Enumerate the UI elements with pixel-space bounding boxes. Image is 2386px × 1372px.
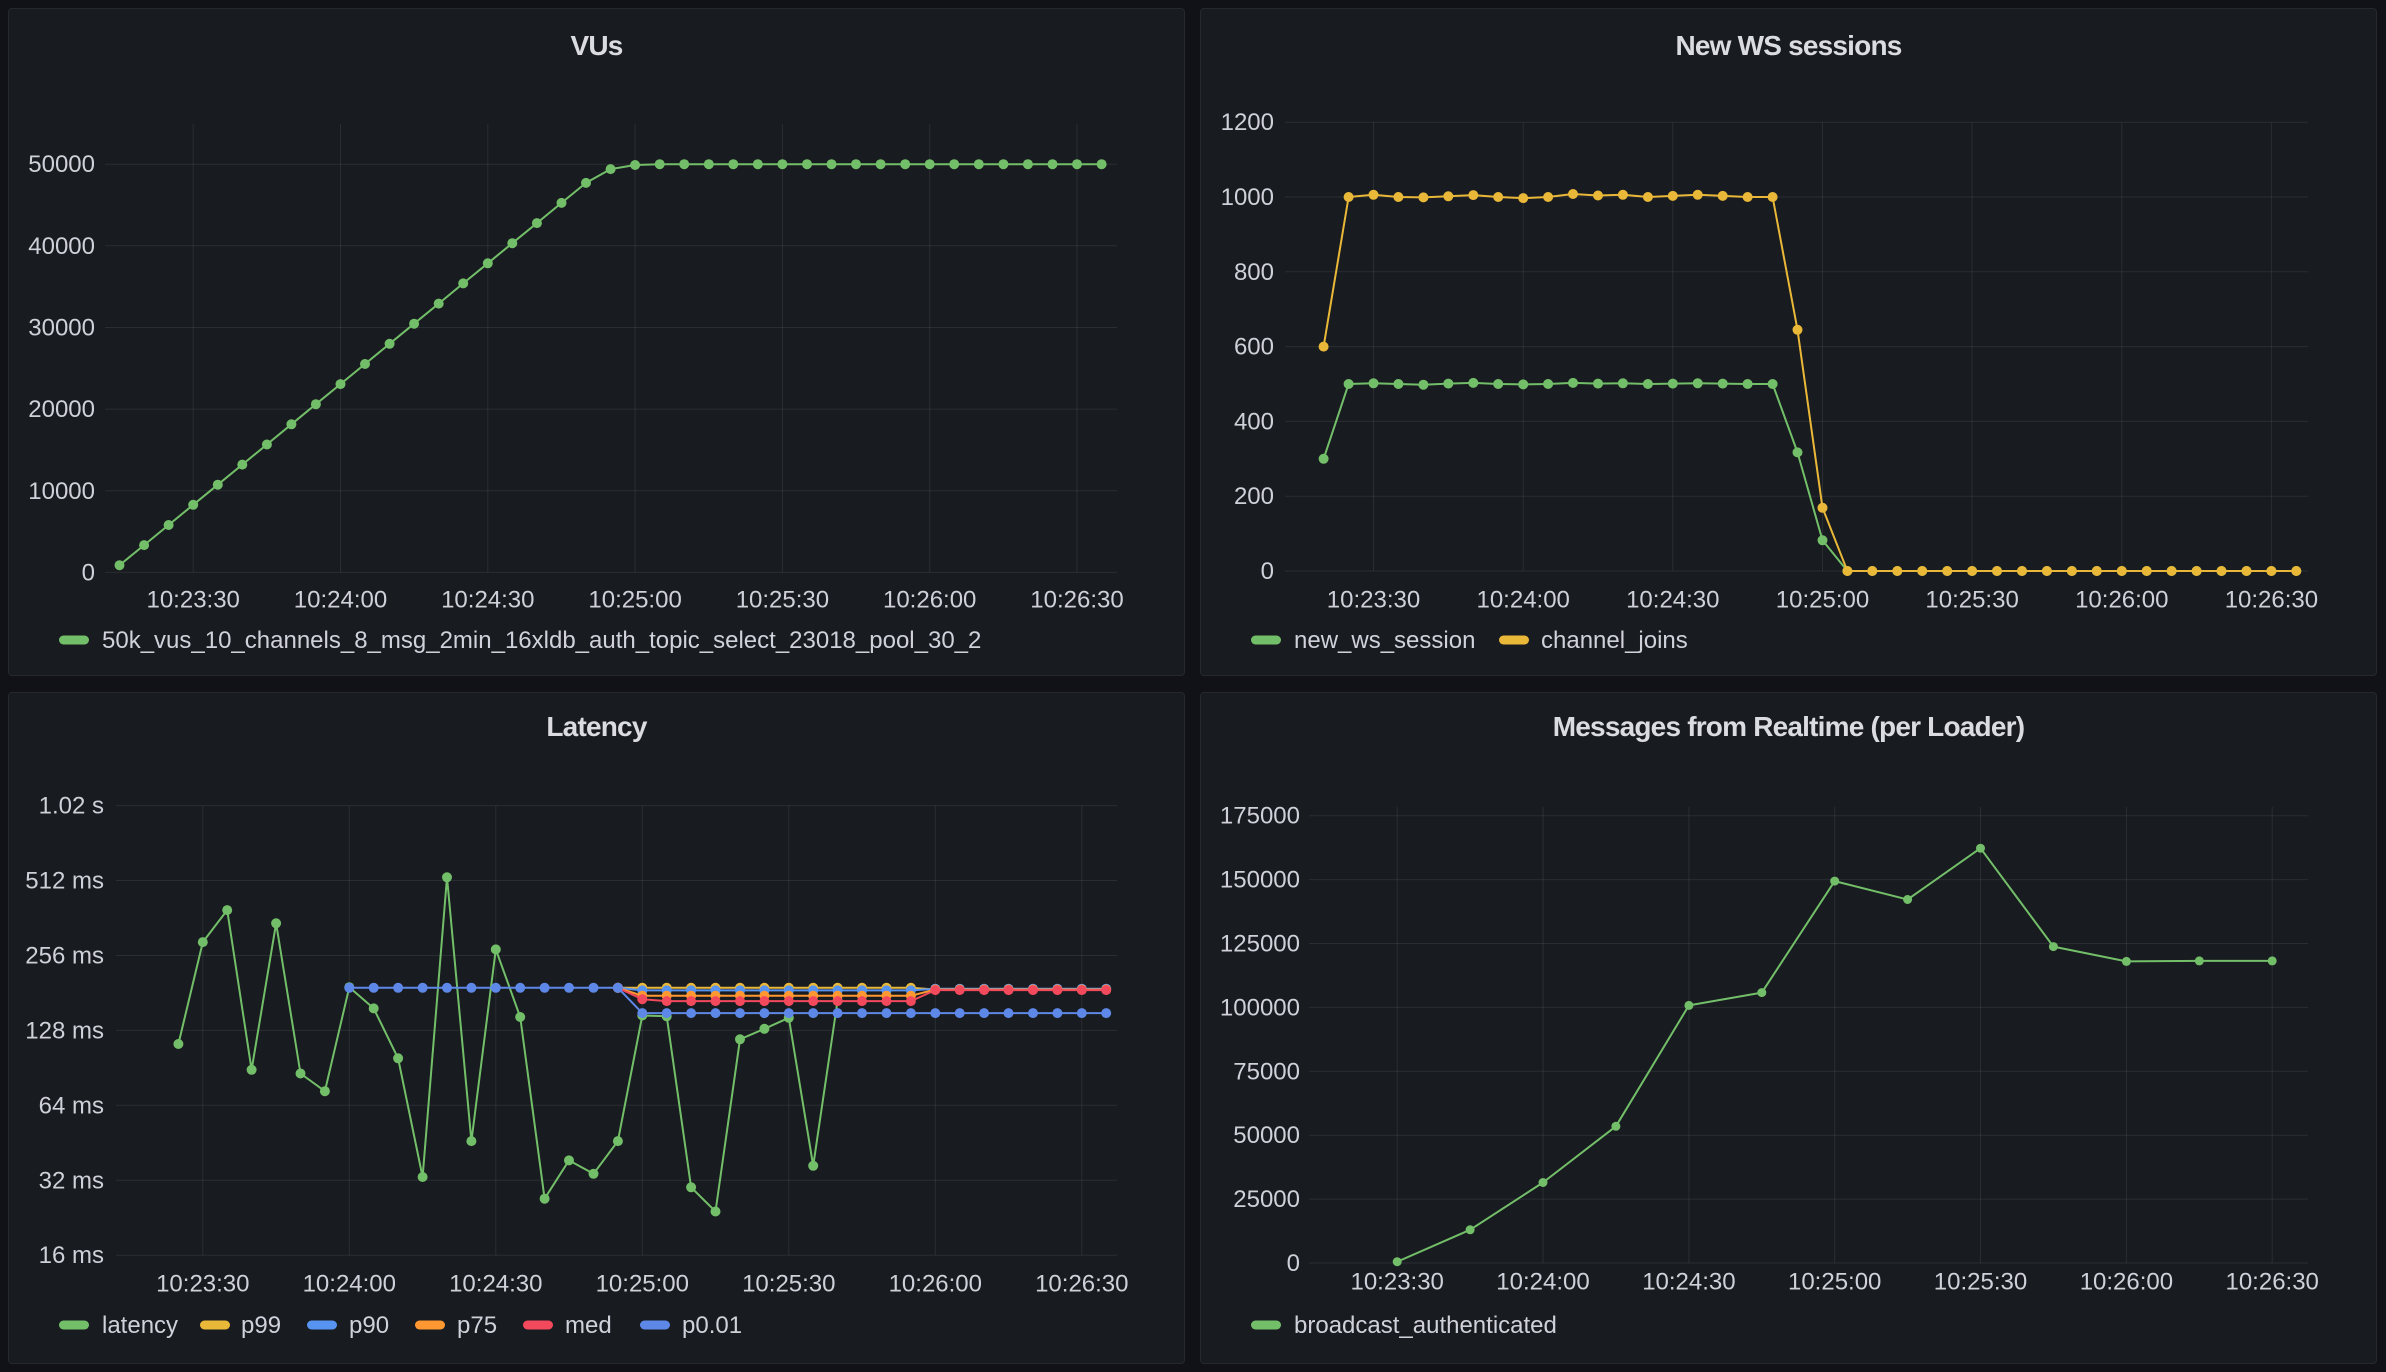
svg-text:p0.01: p0.01 bbox=[682, 1312, 742, 1339]
svg-text:10:24:30: 10:24:30 bbox=[449, 1271, 542, 1298]
svg-text:10:24:00: 10:24:00 bbox=[294, 587, 387, 614]
svg-text:0: 0 bbox=[1261, 558, 1274, 585]
svg-text:broadcast_authenticated: broadcast_authenticated bbox=[1294, 1312, 1557, 1339]
svg-text:64 ms: 64 ms bbox=[39, 1092, 104, 1119]
svg-text:600: 600 bbox=[1234, 334, 1274, 361]
svg-text:med: med bbox=[565, 1312, 612, 1339]
svg-text:100000: 100000 bbox=[1220, 994, 1300, 1021]
svg-text:10:24:30: 10:24:30 bbox=[1642, 1269, 1735, 1296]
svg-text:10:23:30: 10:23:30 bbox=[1327, 587, 1420, 614]
svg-text:10:25:00: 10:25:00 bbox=[1776, 587, 1869, 614]
svg-text:latency: latency bbox=[102, 1312, 178, 1339]
svg-text:10:24:00: 10:24:00 bbox=[303, 1271, 396, 1298]
svg-text:1000: 1000 bbox=[1221, 184, 1274, 211]
svg-text:20000: 20000 bbox=[28, 396, 95, 423]
svg-text:10:23:30: 10:23:30 bbox=[156, 1271, 249, 1298]
svg-text:10:25:30: 10:25:30 bbox=[742, 1271, 835, 1298]
svg-text:32 ms: 32 ms bbox=[39, 1167, 104, 1194]
svg-text:10000: 10000 bbox=[28, 478, 95, 505]
svg-text:16 ms: 16 ms bbox=[39, 1242, 104, 1269]
svg-text:10:24:00: 10:24:00 bbox=[1496, 1269, 1589, 1296]
svg-text:800: 800 bbox=[1234, 259, 1274, 286]
svg-text:1200: 1200 bbox=[1221, 109, 1274, 136]
svg-text:50k_vus_10_channels_8_msg_2min: 50k_vus_10_channels_8_msg_2min_16xldb_au… bbox=[102, 627, 981, 654]
svg-text:10:26:00: 10:26:00 bbox=[889, 1271, 982, 1298]
svg-text:125000: 125000 bbox=[1220, 931, 1300, 958]
svg-text:50000: 50000 bbox=[1233, 1122, 1300, 1149]
svg-text:VUs: VUs bbox=[570, 30, 622, 61]
svg-text:10:26:00: 10:26:00 bbox=[2080, 1269, 2173, 1296]
svg-text:new_ws_session: new_ws_session bbox=[1294, 627, 1475, 654]
svg-text:p90: p90 bbox=[349, 1312, 389, 1339]
svg-text:200: 200 bbox=[1234, 483, 1274, 510]
svg-text:10:25:00: 10:25:00 bbox=[1788, 1269, 1881, 1296]
svg-text:10:26:00: 10:26:00 bbox=[883, 587, 976, 614]
svg-text:Latency: Latency bbox=[546, 711, 647, 742]
svg-text:50000: 50000 bbox=[28, 151, 95, 178]
svg-text:512 ms: 512 ms bbox=[25, 868, 104, 895]
svg-text:10:26:30: 10:26:30 bbox=[2225, 587, 2318, 614]
svg-text:10:26:30: 10:26:30 bbox=[1035, 1271, 1128, 1298]
svg-text:30000: 30000 bbox=[28, 315, 95, 342]
svg-text:10:25:30: 10:25:30 bbox=[1925, 587, 2018, 614]
svg-text:10:25:30: 10:25:30 bbox=[736, 587, 829, 614]
svg-text:10:25:30: 10:25:30 bbox=[1934, 1269, 2027, 1296]
svg-text:75000: 75000 bbox=[1233, 1058, 1300, 1085]
svg-text:10:23:30: 10:23:30 bbox=[1350, 1269, 1443, 1296]
svg-text:256 ms: 256 ms bbox=[25, 943, 104, 970]
svg-text:10:25:00: 10:25:00 bbox=[588, 587, 681, 614]
svg-text:150000: 150000 bbox=[1220, 867, 1300, 894]
svg-text:25000: 25000 bbox=[1233, 1186, 1300, 1213]
svg-text:40000: 40000 bbox=[28, 233, 95, 260]
svg-text:10:26:30: 10:26:30 bbox=[1030, 587, 1123, 614]
svg-text:0: 0 bbox=[1287, 1250, 1300, 1277]
svg-text:channel_joins: channel_joins bbox=[1541, 627, 1688, 654]
svg-text:New WS sessions: New WS sessions bbox=[1675, 30, 1901, 61]
svg-text:10:23:30: 10:23:30 bbox=[146, 587, 239, 614]
svg-text:10:26:30: 10:26:30 bbox=[2225, 1269, 2318, 1296]
svg-text:p99: p99 bbox=[241, 1312, 281, 1339]
svg-text:10:24:30: 10:24:30 bbox=[441, 587, 534, 614]
svg-text:1.02 s: 1.02 s bbox=[39, 793, 104, 820]
svg-text:p75: p75 bbox=[457, 1312, 497, 1339]
svg-text:10:24:00: 10:24:00 bbox=[1476, 587, 1569, 614]
svg-text:Messages from Realtime (per Lo: Messages from Realtime (per Loader) bbox=[1553, 711, 2025, 742]
svg-text:10:26:00: 10:26:00 bbox=[2075, 587, 2168, 614]
svg-text:128 ms: 128 ms bbox=[25, 1017, 104, 1044]
svg-text:10:25:00: 10:25:00 bbox=[596, 1271, 689, 1298]
svg-text:10:24:30: 10:24:30 bbox=[1626, 587, 1719, 614]
svg-text:0: 0 bbox=[82, 559, 95, 586]
svg-text:400: 400 bbox=[1234, 408, 1274, 435]
svg-text:175000: 175000 bbox=[1220, 803, 1300, 830]
